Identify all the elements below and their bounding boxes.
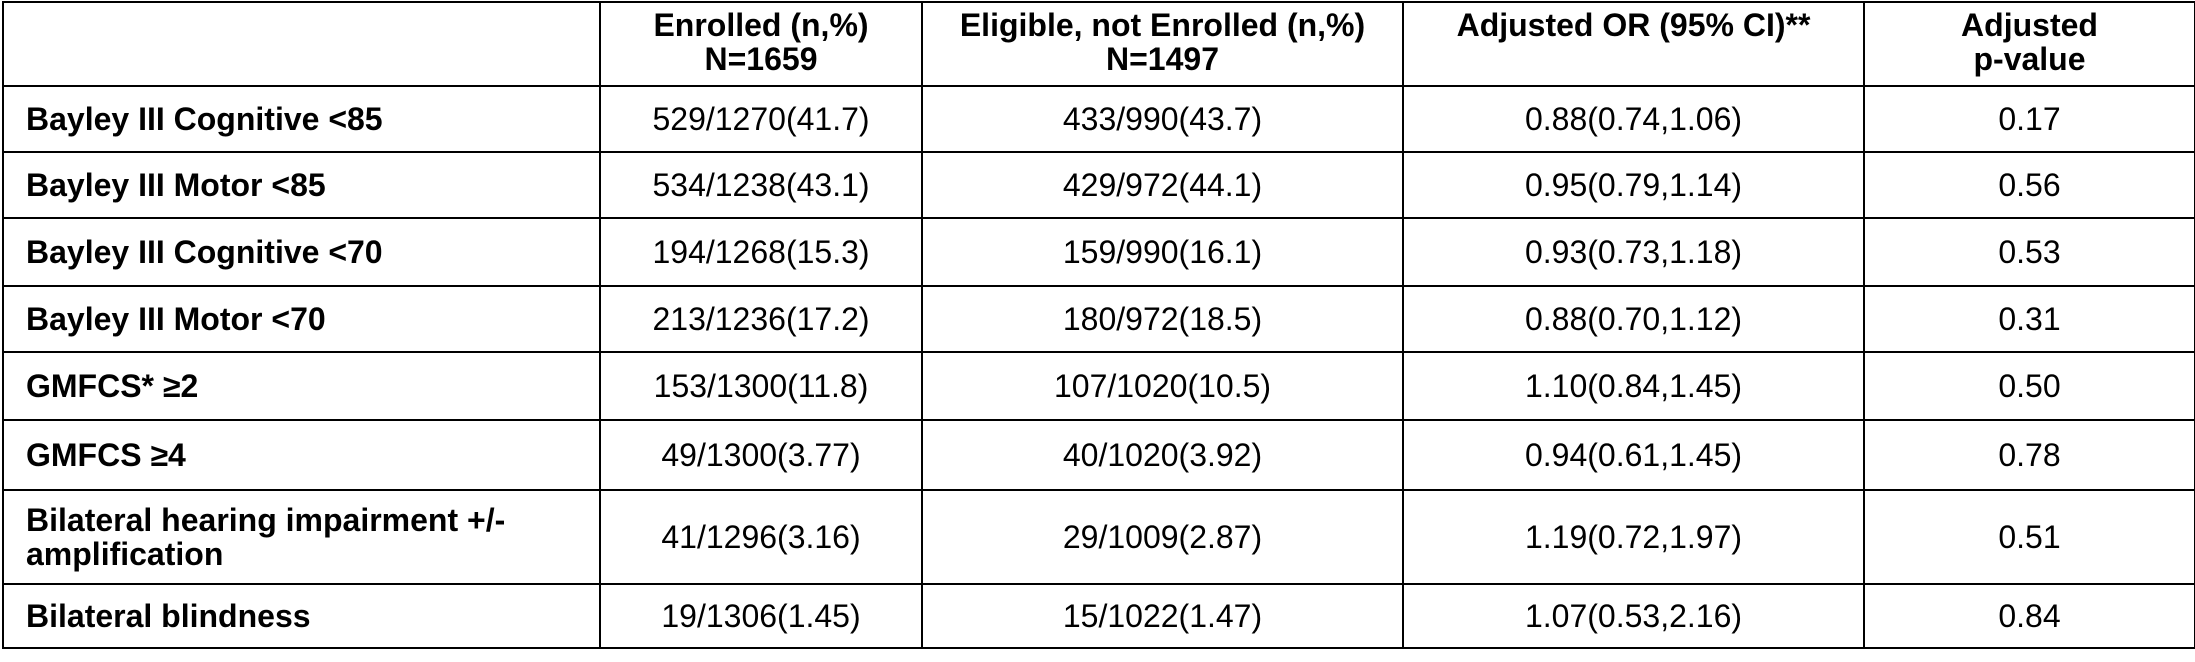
header-not-enrolled: Eligible, not Enrolled (n,%) N=1497	[921, 1, 1404, 87]
p-value: 0.50	[1863, 351, 2195, 421]
outcome-label: GMFCS* ≥2	[2, 351, 601, 421]
enrolled-value: 49/1300(3.77)	[599, 419, 923, 491]
outcome-label: Bayley III Motor <85	[2, 151, 601, 219]
header-adjusted-or: Adjusted OR (95% CI)**	[1402, 1, 1865, 87]
p-value: 0.51	[1863, 489, 2195, 585]
header-enrolled: Enrolled (n,%) N=1659	[599, 1, 923, 87]
enrolled-value: 194/1268(15.3)	[599, 217, 923, 287]
header-enrolled-line2: N=1659	[704, 41, 818, 77]
enrolled-value: 529/1270(41.7)	[599, 85, 923, 153]
enrolled-value: 153/1300(11.8)	[599, 351, 923, 421]
adjusted-or-value: 0.95(0.79,1.14)	[1402, 151, 1865, 219]
outcome-label: Bilateral hearing impairment +/- amplifi…	[2, 489, 601, 585]
table-row: Bayley III Motor <70 213/1236(17.2) 180/…	[2, 285, 2195, 353]
header-p-value: Adjusted p-value	[1863, 1, 2195, 87]
outcome-label: Bilateral blindness	[2, 583, 601, 649]
enrolled-value: 213/1236(17.2)	[599, 285, 923, 353]
not-enrolled-value: 15/1022(1.47)	[921, 583, 1404, 649]
outcome-label: GMFCS ≥4	[2, 419, 601, 491]
header-p-value-line2: p-value	[1973, 41, 2086, 77]
p-value: 0.31	[1863, 285, 2195, 353]
header-p-value-line1: Adjusted	[1961, 7, 2098, 43]
p-value: 0.53	[1863, 217, 2195, 287]
outcome-label: Bayley III Cognitive <70	[2, 217, 601, 287]
adjusted-or-value: 0.94(0.61,1.45)	[1402, 419, 1865, 491]
adjusted-or-value: 0.93(0.73,1.18)	[1402, 217, 1865, 287]
p-value: 0.78	[1863, 419, 2195, 491]
outcomes-table: Enrolled (n,%) N=1659 Eligible, not Enro…	[2, 1, 2195, 649]
outcome-label: Bayley III Motor <70	[2, 285, 601, 353]
header-row: Enrolled (n,%) N=1659 Eligible, not Enro…	[2, 1, 2195, 87]
enrolled-value: 19/1306(1.45)	[599, 583, 923, 649]
table-row: Bayley III Motor <85 534/1238(43.1) 429/…	[2, 151, 2195, 219]
adjusted-or-value: 0.88(0.74,1.06)	[1402, 85, 1865, 153]
table-row: GMFCS* ≥2 153/1300(11.8) 107/1020(10.5) …	[2, 351, 2195, 421]
enrolled-value: 41/1296(3.16)	[599, 489, 923, 585]
outcome-label: Bayley III Cognitive <85	[2, 85, 601, 153]
header-adjusted-or-line1: Adjusted OR (95% CI)**	[1456, 7, 1811, 43]
not-enrolled-value: 107/1020(10.5)	[921, 351, 1404, 421]
header-cell-blank	[2, 1, 601, 87]
header-not-enrolled-line1: Eligible, not Enrolled (n,%)	[959, 7, 1366, 43]
adjusted-or-value: 1.19(0.72,1.97)	[1402, 489, 1865, 585]
table-row: Bayley III Cognitive <70 194/1268(15.3) …	[2, 217, 2195, 287]
p-value: 0.56	[1863, 151, 2195, 219]
not-enrolled-value: 40/1020(3.92)	[921, 419, 1404, 491]
not-enrolled-value: 180/972(18.5)	[921, 285, 1404, 353]
p-value: 0.84	[1863, 583, 2195, 649]
table-row: Bayley III Cognitive <85 529/1270(41.7) …	[2, 85, 2195, 153]
adjusted-or-value: 1.10(0.84,1.45)	[1402, 351, 1865, 421]
adjusted-or-value: 1.07(0.53,2.16)	[1402, 583, 1865, 649]
table-row: GMFCS ≥4 49/1300(3.77) 40/1020(3.92) 0.9…	[2, 419, 2195, 491]
adjusted-or-value: 0.88(0.70,1.12)	[1402, 285, 1865, 353]
p-value: 0.17	[1863, 85, 2195, 153]
not-enrolled-value: 29/1009(2.87)	[921, 489, 1404, 585]
not-enrolled-value: 433/990(43.7)	[921, 85, 1404, 153]
enrolled-value: 534/1238(43.1)	[599, 151, 923, 219]
table-row: Bilateral blindness 19/1306(1.45) 15/102…	[2, 583, 2195, 649]
header-not-enrolled-line2: N=1497	[1106, 41, 1219, 77]
not-enrolled-value: 429/972(44.1)	[921, 151, 1404, 219]
table-row: Bilateral hearing impairment +/- amplifi…	[2, 489, 2195, 585]
header-enrolled-line1: Enrolled (n,%)	[653, 7, 869, 43]
not-enrolled-value: 159/990(16.1)	[921, 217, 1404, 287]
